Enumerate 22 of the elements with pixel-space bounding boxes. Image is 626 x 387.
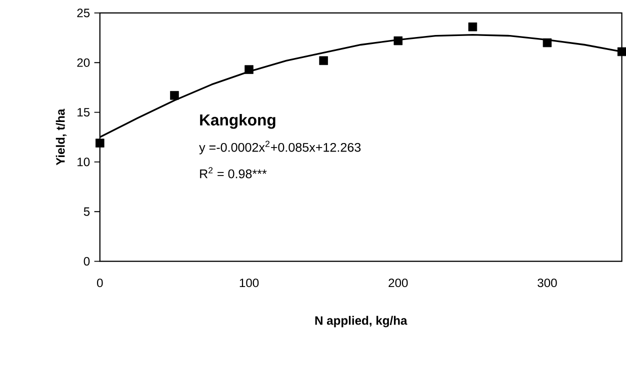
point <box>170 90 179 100</box>
point <box>468 22 478 32</box>
point <box>319 56 328 65</box>
x-tick-label: 300 <box>538 278 557 287</box>
y-tick-label: 0 <box>84 256 90 266</box>
point <box>394 36 403 45</box>
point <box>96 138 104 148</box>
x-tick-label: 0 <box>97 278 103 287</box>
annotation: Kangkong <box>200 114 276 129</box>
annotation: y =-0.0002x$^{2}$+0.085x+12.263 <box>199 140 361 154</box>
y-tick-label: 15 <box>78 108 90 116</box>
point <box>244 64 254 74</box>
y-tick-label: 5 <box>84 207 90 216</box>
annotation: R$^{2}$ = 0.98*** <box>200 166 267 178</box>
y-axis-title: Yield, t/ha <box>56 108 67 166</box>
y-tick-label: 25 <box>77 8 90 18</box>
x-tick-label: 100 <box>240 278 259 287</box>
x-axis-title: N applied, kg/ha <box>315 316 408 328</box>
point <box>542 38 552 47</box>
y-tick-label: 10 <box>78 157 90 166</box>
x-tick-label: 200 <box>388 278 408 287</box>
y-tick-label: 20 <box>77 58 90 67</box>
